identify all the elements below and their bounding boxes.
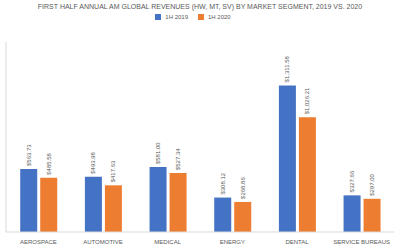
svg-text:$297.00: $297.00 [369, 173, 375, 195]
svg-text:$268.86: $268.86 [240, 177, 246, 199]
svg-text:$308.12: $308.12 [220, 172, 226, 194]
svg-text:DENTAL: DENTAL [285, 239, 309, 245]
svg-text:$1,026.21: $1,026.21 [304, 87, 310, 114]
html-text:1H 2020: 1H 2020 [208, 14, 231, 20]
svg-text:$527.34: $527.34 [175, 148, 181, 170]
svg-text:$493.98: $493.98 [90, 151, 96, 173]
svg-text:$563.73: $563.73 [26, 144, 32, 166]
svg-text:SERVICE BUREAUS: SERVICE BUREAUS [333, 239, 390, 245]
svg-text:$1,311.58: $1,311.58 [284, 56, 290, 83]
html-text:1H 2019: 1H 2019 [165, 14, 188, 20]
svg-text:ENERGY: ENERGY [220, 239, 245, 245]
svg-text:AUTOMOTIVE: AUTOMOTIVE [83, 239, 123, 245]
svg-text:AEROSPACE: AEROSPACE [20, 239, 57, 245]
svg-text:$485.58: $485.58 [46, 152, 52, 174]
html-text:FIRST HALF ANNUAL AM GLOBAL RE: FIRST HALF ANNUAL AM GLOBAL REVENUES (HW… [37, 3, 363, 10]
svg-text:$581.00: $581.00 [155, 142, 161, 164]
svg-text:MEDICAL: MEDICAL [154, 239, 181, 245]
svg-text:$327.66: $327.66 [349, 170, 355, 192]
svg-text:$417.63: $417.63 [110, 160, 116, 182]
